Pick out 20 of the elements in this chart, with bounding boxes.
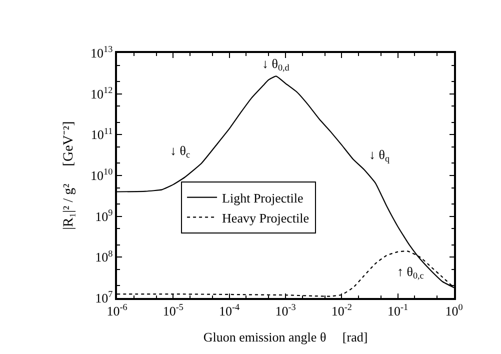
y-tick-label: 10$^{9}$ (95, 207, 114, 224)
y-axis-title: |R₁|² / g² [GeV⁻²] (62, 121, 77, 230)
annotation: ↓ θ$_{0,d}$ (262, 56, 290, 73)
x-tick-label: 10$^{-3}$ (275, 302, 296, 318)
x-axis-title: Gluon emission angle θ [rad] (203, 329, 368, 344)
y-tick-label: 10$^{10}$ (90, 166, 114, 184)
x-tick-label: 10$^{0}$ (445, 302, 464, 318)
legend-label: Heavy Projectile (222, 210, 310, 226)
x-tick-label: 10$^{-1}$ (388, 302, 408, 318)
annotation: ↓ θ$_{q}$ (369, 147, 390, 164)
y-tick-label: 10$^{8}$ (95, 248, 114, 265)
x-tick-label: 10$^{-5}$ (162, 302, 184, 318)
legend-label: Light Projectile (222, 190, 304, 206)
x-tick-label: 10$^{-2}$ (331, 302, 352, 318)
x-tick-label: 10$^{-4}$ (219, 302, 240, 318)
y-tick-label: 10$^{11}$ (90, 126, 113, 142)
y-tick-label: 10$^{13}$ (90, 44, 114, 61)
annotation: ↑ θ$_{0,c}$ (397, 264, 424, 281)
y-tick-label: 10$^{12}$ (90, 84, 114, 102)
annotation: ↓ θ$_{c}$ (170, 143, 190, 160)
